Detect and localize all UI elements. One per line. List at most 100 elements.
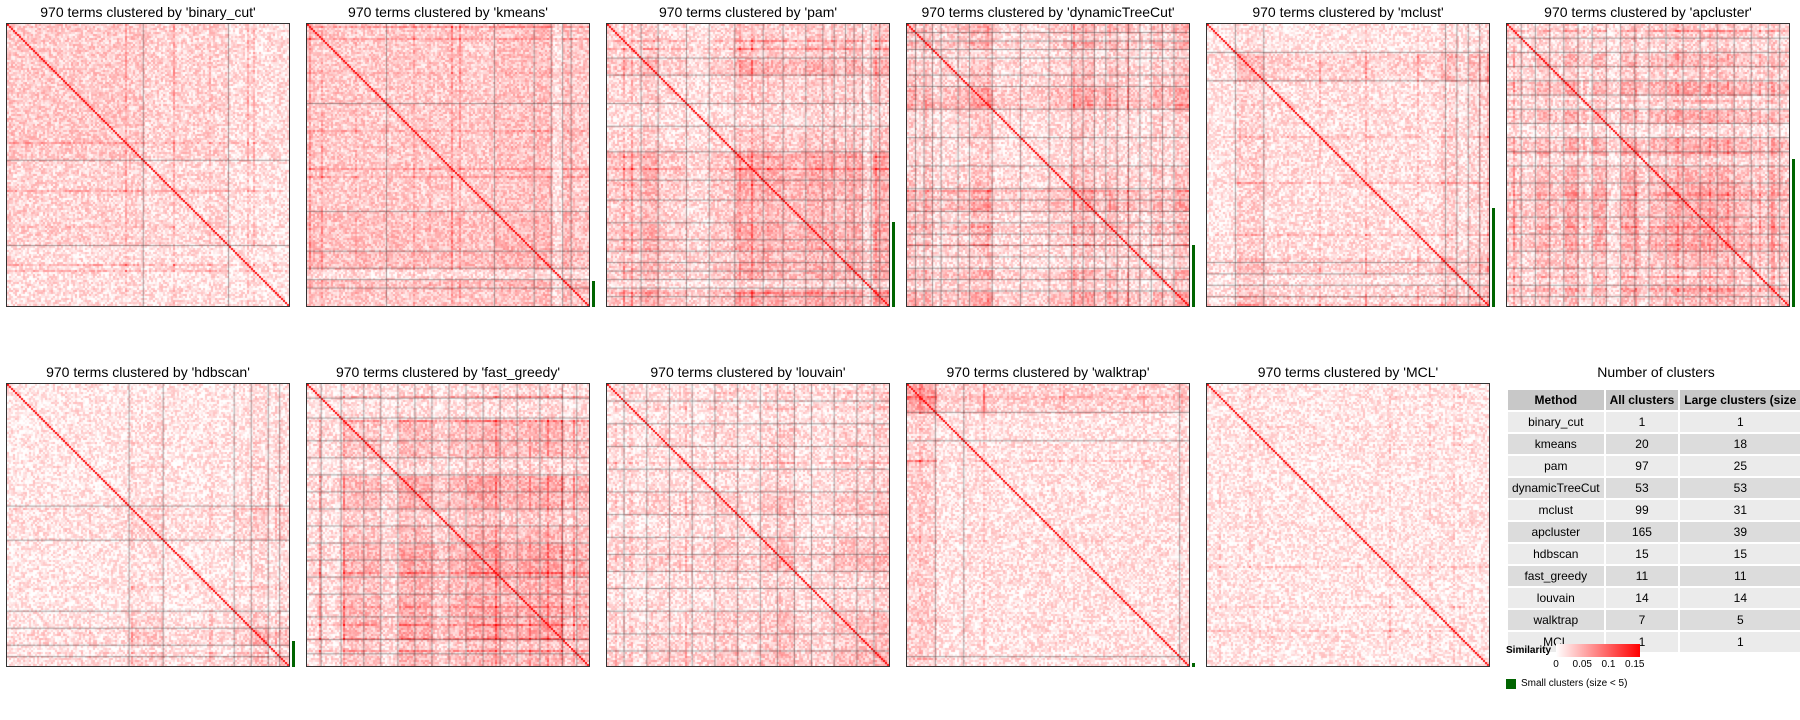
small-cluster-bar (1192, 662, 1195, 667)
cell-large-clusters: 25 (1680, 456, 1800, 476)
panel-title: 970 terms clustered by 'apcluster' (1544, 4, 1752, 20)
heatmap-panel-mclust: 970 terms clustered by 'mclust' (1206, 4, 1495, 307)
panel-title: 970 terms clustered by 'fast_greedy' (335, 364, 560, 380)
cell-method: dynamicTreeCut (1508, 478, 1604, 498)
panel-title: 970 terms clustered by 'louvain' (650, 364, 846, 380)
legend-tick-label: 0.15 (1625, 659, 1645, 670)
small-cluster-bar (592, 281, 595, 307)
heatmap-panel-MCL: 970 terms clustered by 'MCL' (1206, 364, 1490, 667)
heatmap-panel-apcluster: 970 terms clustered by 'apcluster' (1506, 4, 1795, 307)
cell-method: louvain (1508, 588, 1604, 608)
cell-all-clusters: 7 (1605, 610, 1679, 630)
table-row: pam 97 25 (1508, 456, 1800, 476)
heatmap-cells (307, 384, 589, 666)
legend-tick-label: 0.05 (1572, 659, 1592, 670)
heatmap-cells (1507, 24, 1789, 306)
similarity-heatmap (906, 23, 1190, 307)
panel-title: 970 terms clustered by 'MCL' (1257, 364, 1439, 380)
cluster-count-table: Method All clusters Large clusters (size… (1506, 388, 1800, 654)
panel-title: 970 terms clustered by 'walktrap' (946, 364, 1150, 380)
similarity-heatmap (6, 383, 290, 667)
header-all-clusters: All clusters (1605, 390, 1679, 410)
cell-large-clusters: 1 (1680, 632, 1800, 652)
small-cluster-bar (292, 641, 295, 667)
table-row: kmeans 20 18 (1508, 434, 1800, 454)
cell-method: fast_greedy (1508, 566, 1604, 586)
cell-all-clusters: 1 (1605, 412, 1679, 432)
table-row: binary_cut 1 1 (1508, 412, 1800, 432)
header-method: Method (1508, 390, 1604, 410)
cell-large-clusters: 1 (1680, 412, 1800, 432)
table-row: hdbscan 15 15 (1508, 544, 1800, 564)
heatmap-panel-kmeans: 970 terms clustered by 'kmeans' (306, 4, 595, 307)
heatmap-cells (7, 384, 289, 666)
similarity-heatmap (1506, 23, 1790, 307)
cell-method: walktrap (1508, 610, 1604, 630)
cell-large-clusters: 39 (1680, 522, 1800, 542)
heatmap-panel-binary_cut: 970 terms clustered by 'binary_cut' (6, 4, 290, 307)
heatmap-panel-pam: 970 terms clustered by 'pam' (606, 4, 895, 307)
similarity-heatmap (1206, 23, 1490, 307)
cell-method: binary_cut (1508, 412, 1604, 432)
small-cluster-bar (1192, 244, 1195, 307)
heatmap-cells (1207, 24, 1489, 306)
small-cluster-bar (1492, 207, 1495, 307)
table-title: Number of clusters (1597, 364, 1715, 380)
table-row: walktrap 7 5 (1508, 610, 1800, 630)
table-row: apcluster 165 39 (1508, 522, 1800, 542)
cell-method: mclust (1508, 500, 1604, 520)
legend-title: Similarity (1506, 645, 1552, 656)
panel-title: 970 terms clustered by 'hdbscan' (46, 364, 250, 380)
heatmap-cells (907, 384, 1189, 666)
legend-tick-label: 0 (1553, 659, 1559, 670)
table-row: louvain 14 14 (1508, 588, 1800, 608)
cell-large-clusters: 11 (1680, 566, 1800, 586)
panel-title: 970 terms clustered by 'kmeans' (348, 4, 548, 20)
cell-all-clusters: 15 (1605, 544, 1679, 564)
cell-large-clusters: 5 (1680, 610, 1800, 630)
heatmap-cells (607, 384, 889, 666)
cell-all-clusters: 97 (1605, 456, 1679, 476)
cell-method: pam (1508, 456, 1604, 476)
table-header-row: Method All clusters Large clusters (size (1508, 390, 1800, 410)
cell-large-clusters: 14 (1680, 588, 1800, 608)
heatmap-panel-hdbscan: 970 terms clustered by 'hdbscan' (6, 364, 295, 667)
similarity-heatmap (1206, 383, 1490, 667)
cell-all-clusters: 14 (1605, 588, 1679, 608)
cell-all-clusters: 53 (1605, 478, 1679, 498)
cell-all-clusters: 20 (1605, 434, 1679, 454)
heatmap-cells (7, 24, 289, 306)
cell-large-clusters: 15 (1680, 544, 1800, 564)
heatmap-panel-walktrap: 970 terms clustered by 'walktrap' (906, 364, 1195, 667)
cell-method: kmeans (1508, 434, 1604, 454)
heatmap-panel-fast_greedy: 970 terms clustered by 'fast_greedy' (306, 364, 590, 667)
heatmap-panel-louvain: 970 terms clustered by 'louvain' (606, 364, 890, 667)
heatmap-panel-dynamicTreeCut: 970 terms clustered by 'dynamicTreeCut' (906, 4, 1195, 307)
heatmap-cells (307, 24, 589, 306)
small-cluster-label: Small clusters (size < 5) (1521, 678, 1628, 689)
legend-tick-label: 0.1 (1601, 659, 1616, 670)
similarity-color-bar (1556, 644, 1640, 657)
cell-all-clusters: 11 (1605, 566, 1679, 586)
header-large-clusters: Large clusters (size (1680, 390, 1800, 410)
panel-title: 970 terms clustered by 'binary_cut' (40, 4, 256, 20)
cell-large-clusters: 18 (1680, 434, 1800, 454)
cell-all-clusters: 165 (1605, 522, 1679, 542)
similarity-heatmap (906, 383, 1190, 667)
small-cluster-swatch (1506, 679, 1516, 689)
cell-method: apcluster (1508, 522, 1604, 542)
small-cluster-bar (892, 221, 895, 307)
table-row: dynamicTreeCut 53 53 (1508, 478, 1800, 498)
table-row: fast_greedy 11 11 (1508, 566, 1800, 586)
panel-title: 970 terms clustered by 'mclust' (1252, 4, 1444, 20)
similarity-heatmap (306, 23, 590, 307)
panel-title: 970 terms clustered by 'dynamicTreeCut' (921, 4, 1175, 20)
cell-large-clusters: 53 (1680, 478, 1800, 498)
panel-title: 970 terms clustered by 'pam' (658, 4, 838, 20)
heatmap-cells (1207, 384, 1489, 666)
similarity-heatmap (606, 383, 890, 667)
heatmap-cells (607, 24, 889, 306)
table-row: MCL 1 1 (1508, 632, 1800, 652)
cell-large-clusters: 31 (1680, 500, 1800, 520)
small-cluster-bar (1792, 159, 1795, 307)
